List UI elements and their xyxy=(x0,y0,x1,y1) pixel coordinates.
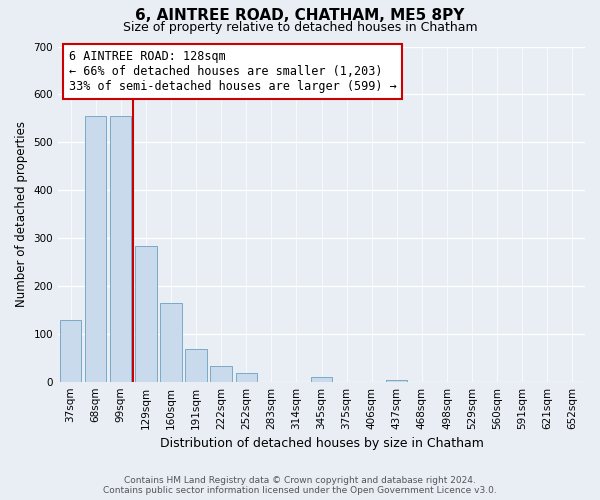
Bar xyxy=(311,377,332,382)
Bar xyxy=(211,366,232,382)
Y-axis label: Number of detached properties: Number of detached properties xyxy=(15,121,28,307)
Text: Size of property relative to detached houses in Chatham: Size of property relative to detached ho… xyxy=(122,21,478,34)
Bar xyxy=(236,372,257,382)
Bar xyxy=(185,349,207,382)
Bar xyxy=(85,116,106,382)
Bar xyxy=(160,302,182,382)
Bar xyxy=(386,380,407,382)
X-axis label: Distribution of detached houses by size in Chatham: Distribution of detached houses by size … xyxy=(160,437,484,450)
Bar xyxy=(110,116,131,382)
Bar xyxy=(135,246,157,382)
Bar xyxy=(60,320,81,382)
Text: 6 AINTREE ROAD: 128sqm
← 66% of detached houses are smaller (1,203)
33% of semi-: 6 AINTREE ROAD: 128sqm ← 66% of detached… xyxy=(68,50,397,93)
Text: Contains HM Land Registry data © Crown copyright and database right 2024.
Contai: Contains HM Land Registry data © Crown c… xyxy=(103,476,497,495)
Text: 6, AINTREE ROAD, CHATHAM, ME5 8PY: 6, AINTREE ROAD, CHATHAM, ME5 8PY xyxy=(136,8,464,22)
